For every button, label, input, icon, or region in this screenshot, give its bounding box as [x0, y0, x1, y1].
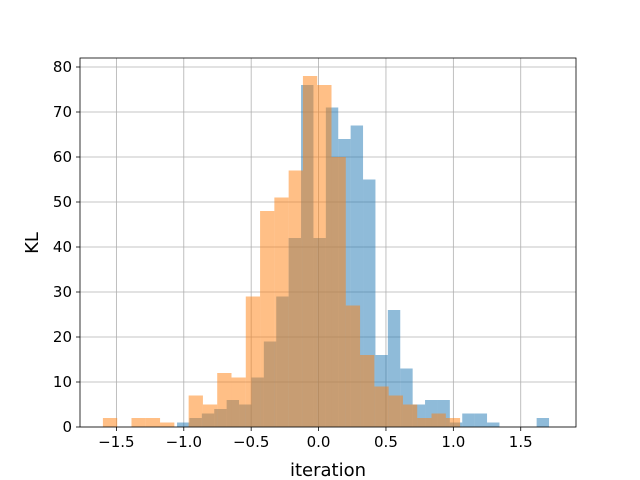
- y-axis-ticks: 0 10 20 30 40 50 60 70 80: [53, 58, 80, 436]
- histogram-bar: [188, 395, 203, 427]
- histogram-bar: [145, 418, 161, 427]
- histogram-bar: [274, 197, 289, 427]
- x-tick-label: −1.0: [166, 433, 202, 451]
- histogram-bar: [217, 373, 232, 427]
- histogram-bars: [102, 76, 550, 427]
- histogram-bar: [302, 76, 318, 427]
- histogram-bar: [445, 418, 461, 427]
- histogram-bar: [102, 418, 118, 427]
- histogram-bar: [431, 413, 446, 427]
- histogram-bar: [536, 418, 550, 427]
- histogram-bar: [177, 422, 190, 427]
- histogram-bar: [260, 211, 275, 427]
- x-axis-label: iteration: [290, 460, 366, 480]
- histogram-bar: [360, 355, 375, 427]
- x-tick-label: −1.5: [98, 433, 134, 451]
- x-tick-label: 1.0: [441, 433, 465, 451]
- histogram-bar: [345, 305, 361, 427]
- histogram-bar: [245, 296, 261, 427]
- y-tick-label: 50: [53, 193, 72, 211]
- x-tick-label: −0.5: [233, 433, 269, 451]
- histogram-bar: [374, 386, 389, 427]
- histogram-bar: [288, 170, 303, 427]
- y-tick-label: 40: [53, 238, 72, 256]
- histogram-bar: [331, 157, 346, 427]
- y-axis-label: KL: [22, 232, 43, 254]
- y-tick-label: 60: [53, 148, 72, 166]
- histogram-bar: [402, 404, 418, 427]
- y-tick-label: 10: [53, 373, 72, 391]
- histogram-bar: [160, 422, 175, 427]
- histogram-bar: [474, 413, 488, 427]
- histogram-bar: [462, 413, 475, 427]
- x-tick-label: 0.5: [374, 433, 398, 451]
- histogram-bar: [202, 404, 218, 427]
- x-tick-label: 0.0: [307, 433, 331, 451]
- plot-frame: [79, 57, 577, 428]
- x-tick-label: 1.5: [509, 433, 533, 451]
- histogram-bar: [487, 422, 500, 427]
- y-tick-label: 30: [53, 283, 72, 301]
- histogram-bar: [388, 395, 403, 427]
- histogram-bar: [417, 418, 432, 427]
- histogram-bar: [317, 85, 332, 427]
- histogram-bar: [231, 377, 246, 427]
- x-axis-ticks: −1.5 −1.0 −0.5 0.0 0.5 1.0 1.5: [98, 427, 533, 451]
- y-tick-label: 80: [53, 58, 72, 76]
- series-2-bars: [102, 76, 461, 427]
- y-tick-label: 20: [53, 328, 72, 346]
- y-tick-label: 70: [53, 103, 72, 121]
- histogram-bar: [131, 418, 146, 427]
- y-tick-label: 0: [62, 418, 72, 436]
